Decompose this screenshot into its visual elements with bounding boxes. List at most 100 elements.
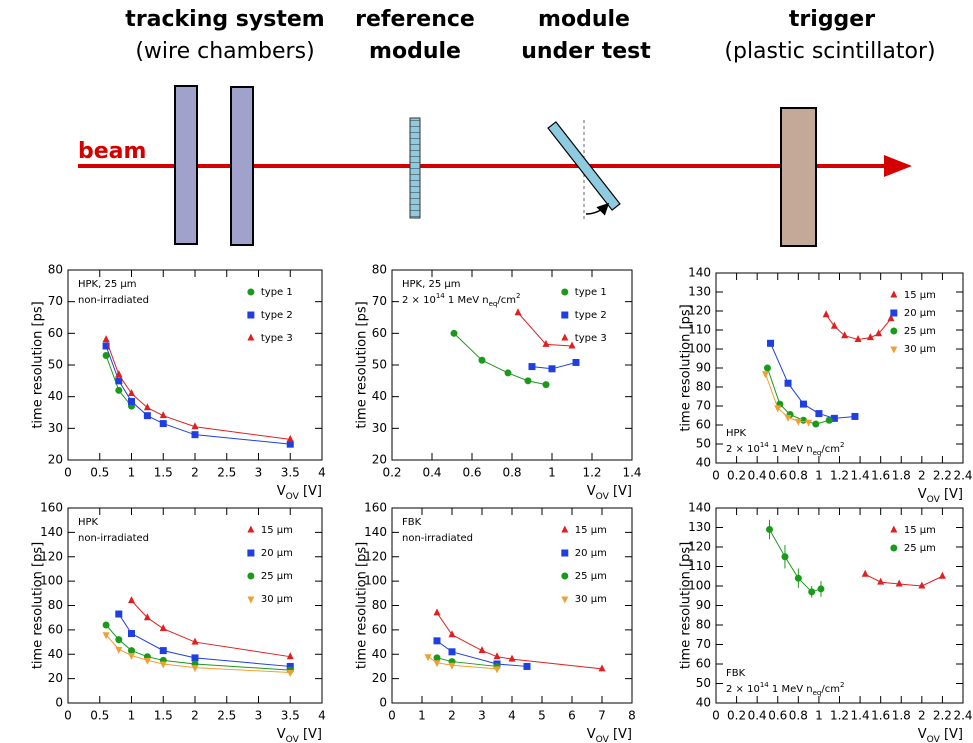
- y-tick-label: 40: [372, 389, 387, 403]
- marker: [866, 333, 874, 341]
- x-tick-label: 1.8: [892, 469, 911, 483]
- x-axis-label: VOV [V]: [918, 487, 963, 505]
- legend-label: 30 µm: [575, 594, 607, 605]
- marker: [102, 352, 110, 359]
- marker: [478, 356, 486, 364]
- x-axis-label-part: [V]: [940, 727, 963, 742]
- legend-marker: [890, 309, 898, 317]
- legend-marker: [247, 333, 255, 341]
- y-tick-label: 0: [379, 696, 387, 710]
- annotation: HPK: [726, 428, 747, 439]
- y-tick-label: 120: [688, 304, 711, 318]
- marker: [877, 577, 885, 585]
- annotation-part: /cm: [497, 295, 516, 306]
- marker: [572, 358, 580, 366]
- x-axis-label-part: V: [918, 487, 927, 502]
- annotation-part: 1 MeV n: [445, 295, 489, 306]
- marker: [841, 331, 849, 339]
- annotation-part: HPK, 25 µm: [78, 279, 136, 290]
- marker: [191, 422, 199, 430]
- x-tick-label: 2: [448, 709, 456, 723]
- wire-chamber: [230, 86, 254, 246]
- y-tick-label: 80: [696, 380, 711, 394]
- x-tick-label: 0.8: [789, 709, 808, 723]
- annotation: 2 × 1014 1 MeV neq/cm2: [726, 441, 844, 457]
- y-tick-label: 40: [696, 456, 711, 470]
- x-axis-label-part: [V]: [940, 487, 963, 502]
- annotation-part: eq: [813, 689, 822, 697]
- legend-label: 15 µm: [904, 525, 936, 536]
- annotation-part: non-irradiated: [402, 533, 473, 544]
- trigger-scintillator: [780, 107, 817, 247]
- rotation-arrow: [585, 202, 610, 216]
- y-tick-label: 140: [40, 525, 63, 539]
- x-tick-label: 1.8: [892, 709, 911, 723]
- y-tick-label: 60: [696, 418, 711, 432]
- legend-marker: [890, 544, 898, 552]
- marker: [115, 646, 123, 654]
- annotation-part: HPK, 25 µm: [402, 279, 460, 290]
- x-tick-label: 5: [538, 709, 546, 723]
- x-tick-label: 2: [191, 466, 199, 480]
- y-axis-label: time resolution [ps]: [355, 301, 370, 428]
- x-tick-label: 1: [418, 709, 426, 723]
- legend-marker: [561, 311, 569, 319]
- marker: [191, 431, 199, 439]
- annotation: HPK, 25 µm: [78, 279, 136, 290]
- y-axis-label: time resolution [ps]: [355, 542, 370, 669]
- y-tick-label: 70: [48, 294, 63, 308]
- marker: [817, 585, 825, 593]
- marker: [493, 652, 501, 660]
- y-tick-label: 80: [48, 598, 63, 612]
- legend-marker: [890, 327, 898, 335]
- y-tick-label: 30: [372, 421, 387, 435]
- legend-label: 20 µm: [261, 548, 293, 559]
- legend-label: 15 µm: [575, 525, 607, 536]
- marker: [504, 369, 512, 377]
- annotation-part: 14: [760, 441, 769, 449]
- y-tick-label: 140: [688, 501, 711, 515]
- legend-label: 25 µm: [575, 571, 607, 582]
- annotation-part: 2 × 10: [402, 295, 436, 306]
- marker: [761, 371, 769, 379]
- legend-label: 25 µm: [904, 543, 936, 554]
- y-tick-label: 120: [364, 549, 387, 563]
- y-tick-label: 130: [688, 285, 711, 299]
- marker: [794, 574, 802, 582]
- legend-marker: [247, 596, 255, 604]
- legend-label: 15 µm: [261, 525, 293, 536]
- marker: [887, 314, 895, 322]
- label: reference: [355, 7, 475, 32]
- marker: [774, 405, 782, 413]
- y-tick-label: 0: [55, 696, 63, 710]
- marker: [128, 397, 135, 405]
- x-tick-label: 2.2: [933, 709, 952, 723]
- marker: [938, 571, 946, 579]
- annotation-part: /cm: [821, 444, 840, 455]
- legend-marker: [561, 525, 569, 533]
- x-tick-label: 2: [918, 469, 926, 483]
- y-tick-label: 140: [364, 525, 387, 539]
- x-tick-label: 1: [128, 709, 136, 723]
- marker: [805, 419, 813, 427]
- marker: [875, 329, 883, 337]
- legend-marker: [890, 346, 898, 354]
- marker: [286, 652, 294, 660]
- marker: [159, 647, 167, 655]
- y-tick-label: 90: [696, 598, 711, 612]
- plot-frame: [715, 507, 964, 704]
- x-tick-label: 0.4: [748, 709, 767, 723]
- x-axis-label-part: V: [587, 727, 596, 742]
- x-tick-label: 1.4: [622, 466, 641, 480]
- marker: [128, 652, 135, 660]
- marker: [598, 664, 606, 672]
- x-axis-label-part: OV: [286, 735, 300, 743]
- legend-marker: [890, 525, 898, 533]
- marker: [763, 364, 771, 372]
- x-axis-label-part: [V]: [299, 727, 322, 742]
- marker: [115, 610, 123, 618]
- x-tick-label: 0.4: [748, 469, 767, 483]
- marker: [830, 414, 838, 422]
- y-tick-label: 50: [48, 358, 63, 372]
- wire-chamber: [174, 85, 198, 245]
